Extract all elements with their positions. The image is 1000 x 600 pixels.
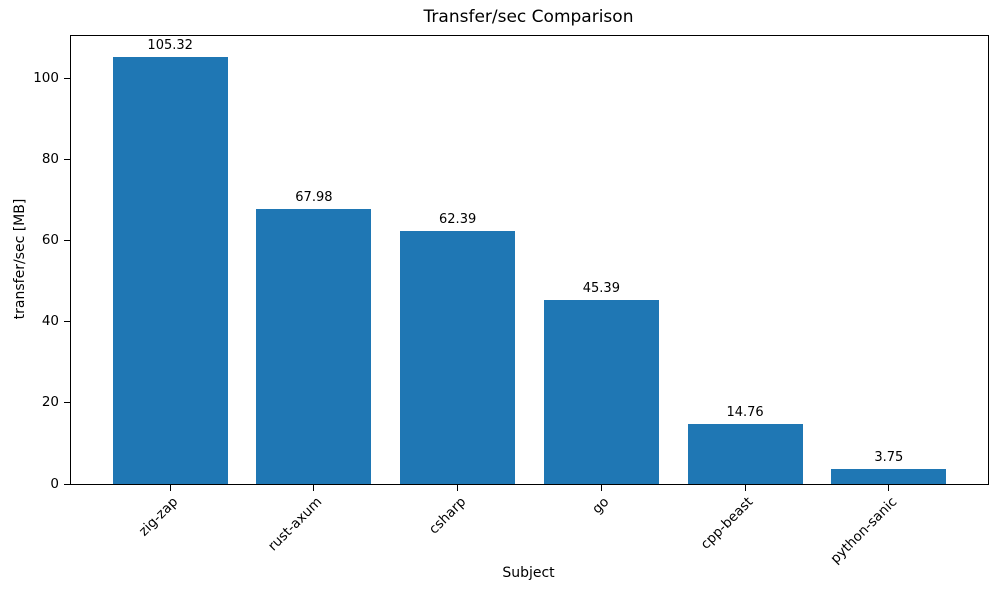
x-tick-mark — [457, 485, 459, 491]
plot-area: 0 20 40 60 80 100 105.32 zig-zap 67.98 rust-axum 6… — [33, 35, 989, 567]
bar — [112, 57, 228, 484]
y-tick-mark — [64, 402, 70, 404]
y-tick-label: 100 — [33, 70, 59, 87]
x-axis-label: Subject — [502, 565, 555, 581]
x-tick-label: cpp-beast — [697, 494, 757, 553]
y-tick-label: 40 — [41, 313, 59, 330]
y-tick-mark — [64, 240, 70, 242]
y-tick-mark — [64, 321, 70, 323]
bar-value-label: 67.98 — [295, 189, 333, 205]
bar — [687, 424, 803, 484]
bar — [256, 208, 372, 484]
bar-value-label: 105.32 — [147, 38, 193, 54]
x-tick-label: csharp — [425, 494, 469, 538]
bar — [400, 231, 516, 484]
bar-value-label: 14.76 — [726, 405, 764, 421]
bar-value-label: 3.75 — [874, 449, 904, 465]
x-tick-mark — [888, 485, 890, 491]
x-tick-label: go — [589, 494, 613, 518]
x-tick-label: zig-zap — [136, 494, 182, 540]
y-tick-label: 0 — [50, 475, 59, 492]
x-tick-mark — [169, 485, 171, 491]
y-tick-mark — [64, 483, 70, 485]
y-axis-label: transfer/sec [MB] — [12, 198, 28, 320]
bar-value-label: 62.39 — [439, 212, 477, 228]
chart-title: Transfer/sec Comparison — [423, 7, 634, 27]
y-tick-mark — [64, 78, 70, 80]
x-tick-label: rust-axum — [264, 494, 326, 555]
bar-value-label: 45.39 — [582, 281, 620, 297]
x-tick-label: python-sanic — [827, 494, 901, 567]
y-tick-label: 20 — [41, 394, 59, 411]
x-tick-mark — [600, 485, 602, 491]
y-tick-label: 60 — [41, 232, 59, 249]
y-tick-mark — [64, 159, 70, 161]
x-tick-mark — [744, 485, 746, 491]
bar — [831, 468, 947, 484]
y-tick-label: 80 — [41, 151, 59, 168]
bar — [543, 300, 659, 484]
x-tick-mark — [313, 485, 315, 491]
